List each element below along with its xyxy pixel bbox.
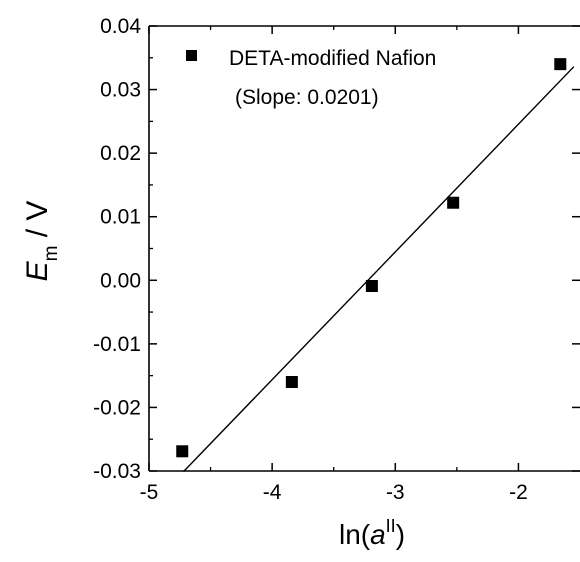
fit-line	[182, 66, 575, 473]
y-axis-title-variable: E	[21, 260, 54, 281]
data-point	[554, 58, 567, 71]
x-tick-label: -4	[263, 481, 282, 504]
y-tick-label: -0.02	[93, 396, 141, 419]
legend-marker	[186, 50, 197, 61]
slope-annotation: (Slope: 0.0201)	[235, 86, 379, 109]
x-tick-label: -2	[509, 481, 528, 504]
x-axis-title-superscript: II	[386, 516, 396, 536]
data-point	[176, 445, 189, 458]
x-tick-label: -5	[140, 481, 159, 504]
axes-layer	[148, 25, 580, 472]
x-axis-title: ln(aII)	[339, 516, 405, 550]
data-points-layer	[176, 58, 567, 458]
x-tick-label: -3	[386, 481, 405, 504]
x-axis-title-suffix: )	[396, 519, 405, 550]
legend: DETA-modified Nafion (Slope: 0.0201)	[186, 47, 436, 109]
data-point	[285, 376, 298, 388]
data-point	[365, 280, 378, 293]
data-point	[447, 196, 460, 209]
y-axis-title: Em / V	[21, 201, 62, 282]
y-axis-title-subscript: m	[41, 246, 62, 262]
y-tick-label: -0.03	[93, 460, 141, 483]
y-tick-label: 0.00	[100, 269, 141, 292]
y-axis-title-suffix: / V	[21, 201, 54, 246]
y-tick-label: 0.02	[100, 142, 141, 165]
y-tick-label: 0.03	[100, 79, 141, 102]
y-tick-label: 0.04	[100, 15, 141, 38]
y-tick-label: 0.01	[100, 206, 141, 229]
x-axis-title-variable: a	[370, 519, 386, 550]
y-tick-label: -0.01	[93, 333, 141, 356]
labels-layer: -0.03 -0.02 -0.01 0.00 0.01 0.02 0.03 0.04 -5 -4 -…	[93, 15, 528, 504]
fit-line-layer	[182, 66, 575, 473]
x-axis-title-prefix: ln(	[339, 519, 371, 550]
legend-series-name: DETA-modified Nafion	[229, 47, 436, 70]
